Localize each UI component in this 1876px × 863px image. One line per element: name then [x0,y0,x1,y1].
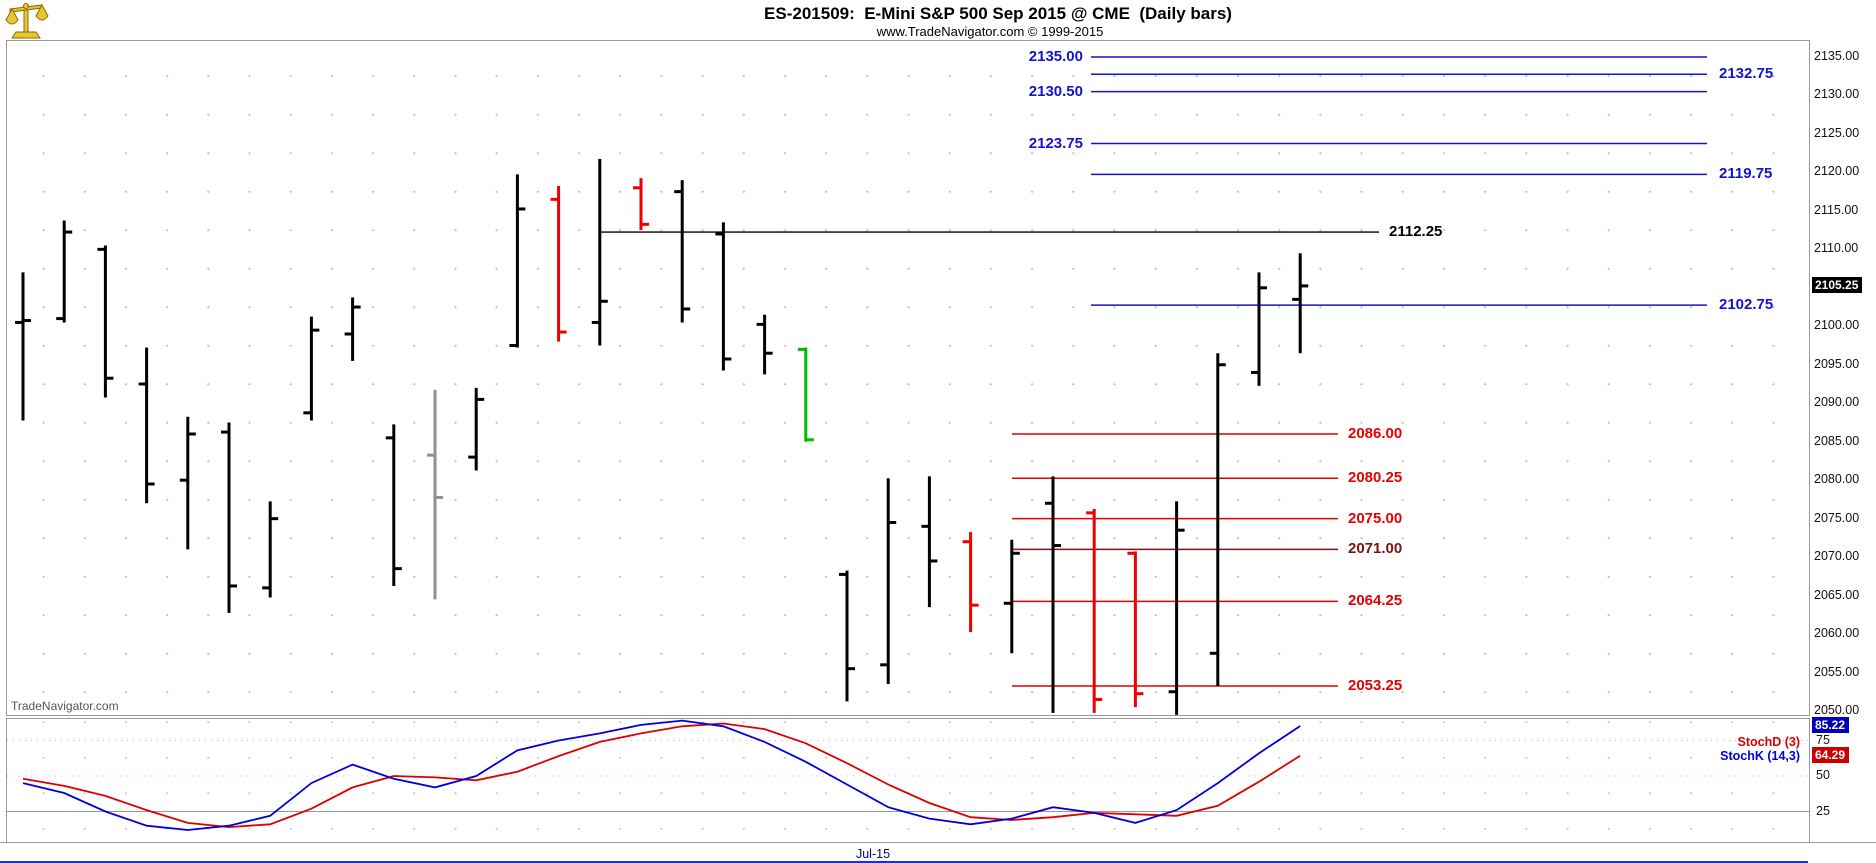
price-tick-label: 2060.00 [1814,626,1860,641]
resistance-label: 2130.50 [1028,82,1083,100]
price-tick-label: 2100.00 [1814,318,1860,333]
price-tick-label: 2130.00 [1814,87,1860,102]
stochastic-legend: StochD (3) StochK (14,3) [6,721,1800,777]
price-tick-label: 2055.00 [1814,664,1860,679]
price-tick-label: 2125.00 [1814,125,1860,140]
price-tick-label: 2095.00 [1814,356,1860,371]
stochd-label[interactable]: StochD (3) [1737,735,1801,749]
stochk-label[interactable]: StochK (14,3) [1720,749,1800,763]
price-tick-label: 2080.00 [1814,472,1860,487]
stochd-line [22,722,1301,829]
time-axis[interactable]: Jul-15 [0,842,1876,863]
stochk-value-badge: 85.22 [1812,717,1850,733]
resistance-label: 2119.75 [1719,165,1773,183]
resistance-label: 2102.75 [1719,296,1774,314]
stochastic-canvas[interactable] [7,719,1809,843]
stochd-value-badge: 64.29 [1812,747,1850,763]
support-label: 2086.00 [1348,425,1403,442]
price-tick-label: 2075.00 [1814,510,1860,525]
price-tick-label: 2070.00 [1814,549,1860,564]
pivot-label: 2112.25 [1389,223,1443,241]
support-label: 2071.00 [1348,540,1403,558]
price-tick-label: 2110.00 [1814,241,1859,256]
watermark: TradeNavigator.com [11,699,119,713]
time-axis-baseline [0,861,1808,863]
stochk-line [22,719,1301,831]
price-tick-label: 2065.00 [1814,587,1860,602]
stochastic-pane[interactable] [6,718,1810,844]
last-price-badge: 2105.25 [1812,277,1863,293]
price-chart-pane[interactable]: TradeNavigator.com 2135.00 2132.75 2130.50… [6,40,1810,716]
price-tick-label: 2090.00 [1814,395,1860,410]
price-chart-canvas[interactable] [7,41,1809,715]
support-label: 2075.00 [1348,509,1403,527]
resistance-label: 2123.75 [1028,134,1083,152]
price-tick-label: 2115.00 [1814,202,1859,217]
resistance-label: 2135.00 [1028,48,1083,65]
price-tick-label: 2120.00 [1814,164,1860,179]
support-label: 2053.25 [1348,676,1403,694]
time-axis-label: Jul-15 [855,847,891,861]
support-label: 2064.25 [1348,592,1403,610]
resistance-label: 2132.75 [1719,65,1774,83]
stoch-tick-label: 50 [1816,768,1830,782]
stoch-tick-label: 25 [1816,803,1830,818]
price-tick-label: 2085.00 [1814,433,1860,448]
chart-title: ES-201509: E-Mini S&P 500 Sep 2015 @ CME… [764,4,1232,23]
stoch-tick-label: 75 [1816,732,1830,747]
price-tick-label: 2135.00 [1814,49,1860,63]
price-axis[interactable]: 2105.25 2135.00 2130.00 2125.00 2120.00 2115… [1812,0,1876,863]
price-tick-label: 2050.00 [1814,702,1860,717]
chart-subtitle: www.TradeNavigator.com © 1999-2015 [876,24,1104,39]
scales-logo-icon [4,2,50,40]
support-label: 2080.25 [1348,469,1403,487]
